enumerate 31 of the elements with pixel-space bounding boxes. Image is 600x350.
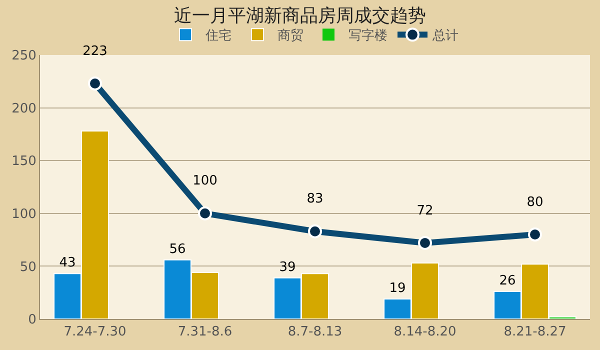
data-label: 56 — [169, 242, 186, 257]
point — [88, 76, 102, 91]
y-tick-label: 100 — [12, 206, 36, 222]
point — [198, 206, 212, 220]
data-label: 39 — [279, 260, 296, 275]
x-tick-label: 8.21-8.27 — [504, 324, 566, 340]
y-tick-label: 200 — [12, 101, 36, 116]
point — [418, 236, 432, 250]
chart-title: 近一月平湖新商品房周成交趋势 — [174, 5, 426, 26]
x-tick-label: 8.14-8.20 — [394, 324, 456, 340]
y-tick-label: 50 — [20, 260, 36, 275]
data-label: 19 — [389, 280, 406, 296]
data-label: 223 — [82, 44, 108, 59]
y-tick-label: 0 — [28, 312, 36, 328]
y-tick-label: 250 — [12, 48, 36, 64]
x-tick-label: 7.31-8.6 — [178, 324, 232, 340]
data-label: 43 — [59, 256, 76, 271]
legend-label: 写字楼 — [348, 28, 388, 44]
point — [308, 224, 322, 238]
point — [528, 228, 542, 242]
data-label: 26 — [499, 274, 516, 289]
data-label: 100 — [192, 174, 218, 189]
legend-label: 商贸 — [278, 28, 304, 44]
legend-label: 总计 — [432, 28, 458, 44]
data-label: 80 — [526, 194, 544, 210]
data-label: 83 — [306, 192, 324, 207]
legend-label: 住宅 — [204, 28, 232, 44]
y-tick-label: 150 — [12, 154, 36, 170]
x-tick-label: 8.7-8.13 — [288, 324, 342, 340]
x-tick-label: 7.24-7.30 — [64, 324, 126, 340]
data-label: 72 — [416, 203, 434, 218]
